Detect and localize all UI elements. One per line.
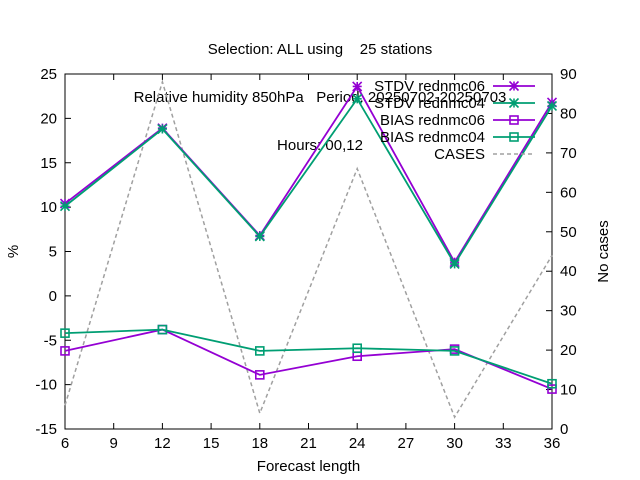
series-cases [64, 79, 553, 419]
legend-swatch-marker [508, 80, 520, 92]
data-point [352, 81, 363, 92]
legend-label: CASES [434, 146, 485, 163]
legend-label: STDV rednmc04 [374, 95, 485, 112]
x-tick-label: 21 [300, 435, 317, 452]
x-tick-label: 33 [495, 435, 512, 452]
x-tick-label: 27 [398, 435, 415, 452]
legend-label: STDV rednmc06 [374, 78, 485, 95]
x-tick-label: 36 [544, 435, 561, 452]
x-tick-label: 6 [61, 435, 69, 452]
data-point [352, 93, 363, 104]
legend-label: BIAS rednmc06 [380, 112, 485, 129]
x-tick-label: 12 [154, 435, 171, 452]
x-tick-label: 18 [251, 435, 268, 452]
data-point [255, 346, 265, 356]
x-tick-label: 15 [203, 435, 220, 452]
data-point [60, 346, 70, 356]
y-axis-label: % [5, 245, 22, 258]
legend-swatch-marker [509, 132, 519, 142]
y-tick-label: -15 [35, 421, 57, 438]
y-tick-label: 20 [40, 110, 57, 127]
y2-tick-label: 0 [560, 421, 568, 438]
y-tick-label: 0 [49, 288, 57, 305]
data-point [449, 258, 460, 269]
data-point [157, 123, 168, 135]
data-point [449, 346, 460, 356]
y2-tick-label: 60 [560, 184, 577, 201]
title-line-1: Selection: ALL using 25 stations [207, 41, 433, 58]
legend-swatch-marker [508, 97, 520, 109]
series-line [64, 328, 553, 385]
data-point [59, 201, 71, 212]
series-stdv-rednmc04 [59, 93, 558, 269]
y2-tick-label: 90 [560, 66, 577, 83]
legend-swatch-marker [509, 115, 519, 125]
y2-tick-label: 70 [560, 145, 577, 162]
y-tick-label: 15 [40, 155, 57, 172]
series-line [64, 79, 553, 419]
title-line-3: Hours: 00,12 [277, 137, 363, 154]
y2-tick-label: 10 [560, 382, 577, 399]
x-tick-label: 24 [349, 435, 366, 452]
data-point [157, 324, 168, 335]
data-point [255, 370, 265, 380]
series-line [64, 84, 553, 264]
data-point [60, 328, 70, 338]
chart-title: Selection: ALL using 25 stations Relativ… [0, 10, 640, 170]
y2-axis-label: No cases [595, 220, 612, 283]
series-layer [59, 79, 558, 419]
x-tick-label: 9 [110, 435, 118, 452]
data-point [352, 343, 363, 354]
series-line [64, 97, 553, 266]
data-point [547, 384, 557, 394]
data-point [254, 231, 265, 242]
legend-label: BIAS rednmc04 [380, 129, 485, 146]
y-tick-label: -5 [44, 332, 57, 349]
y-tick-label: 5 [49, 244, 57, 261]
y2-tick-label: 30 [560, 303, 577, 320]
x-tick-label: 30 [446, 435, 463, 452]
y2-tick-label: 80 [560, 105, 577, 122]
y-tick-label: 10 [40, 199, 57, 216]
y-tick-label: 25 [40, 66, 57, 83]
x-axis-label: Forecast length [257, 458, 360, 475]
data-point [547, 378, 557, 389]
y2-tick-label: 40 [560, 263, 577, 280]
axis-ticks: 6 9 12 15 18 21 24 27 30 33 36 -15 -10 -5 0 5 10 15 20 25 0 1… [35, 66, 576, 452]
y2-tick-label: 50 [560, 224, 577, 241]
series-bias-rednmc04 [60, 324, 557, 389]
y-tick-label: -10 [35, 377, 57, 394]
y2-tick-label: 20 [560, 342, 577, 359]
title-line-2: Relative humidity 850hPa Period: 2025070… [133, 89, 507, 106]
data-point [546, 100, 558, 112]
